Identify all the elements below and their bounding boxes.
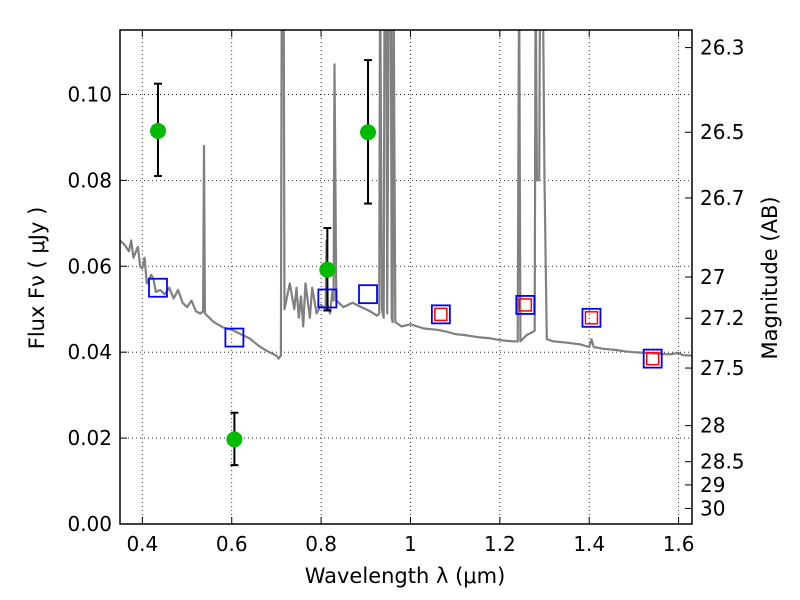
y2-tick-label: 29 <box>700 473 725 497</box>
data-point <box>149 122 166 139</box>
y2-tick-label: 26.7 <box>700 186 745 210</box>
y2-tick-label: 27 <box>700 265 725 289</box>
model-point-red <box>518 298 533 312</box>
y-tick-label: 0.02 <box>67 426 112 450</box>
y2-tick-label: 27.5 <box>700 356 745 380</box>
x-axis: 0.4 0.6 0.8 1 1.2 1.4 1.6 <box>126 30 695 556</box>
y2-tick-label: 30 <box>700 497 725 521</box>
x-tick-label: 0.8 <box>305 532 337 556</box>
model-point-blue <box>642 348 663 369</box>
model-point-blue <box>515 295 536 315</box>
x-tick-label: 1.4 <box>573 532 605 556</box>
model-point-red <box>645 351 660 366</box>
x-tick-label: 1 <box>404 532 417 556</box>
y2-tick-label: 27.2 <box>700 306 745 330</box>
model-point-blue <box>581 307 602 328</box>
y-axis: 0.00 0.02 0.04 0.06 0.08 0.10 <box>67 82 127 536</box>
y-tick-label: 0.04 <box>67 340 112 364</box>
y-tick-label: 0.00 <box>67 512 112 536</box>
plot-area <box>120 30 692 467</box>
y2-tick-label: 28.5 <box>700 450 745 474</box>
spectrum-line <box>120 30 692 360</box>
x-tick-label: 1.6 <box>663 532 695 556</box>
y2-axis-label: Magnitude (AB) <box>758 196 782 359</box>
y2-tick-label: 26.3 <box>700 36 745 60</box>
y-axis-label: Flux Fν ( μJy ) <box>25 207 49 350</box>
data-point <box>319 261 336 278</box>
model-point-blue <box>224 327 245 348</box>
y2-tick-label: 26.5 <box>700 120 745 144</box>
model-point-blue <box>430 304 451 325</box>
data-point <box>226 431 243 448</box>
y2-tick-label: 28 <box>700 414 725 438</box>
y-tick-label: 0.08 <box>67 168 112 192</box>
data-point <box>360 124 377 141</box>
model-point-red <box>434 307 448 322</box>
x-tick-label: 0.4 <box>126 532 158 556</box>
y-tick-label: 0.10 <box>67 82 112 106</box>
x-axis-label: Wavelength λ (μm) <box>305 564 506 588</box>
model-point-red <box>584 311 599 325</box>
model-point-blue <box>148 277 168 298</box>
x-tick-label: 0.6 <box>216 532 248 556</box>
model-point-blue <box>358 284 378 305</box>
model-point-blue <box>317 288 338 309</box>
y-tick-label: 0.06 <box>67 254 112 278</box>
x-tick-label: 1.2 <box>484 532 516 556</box>
